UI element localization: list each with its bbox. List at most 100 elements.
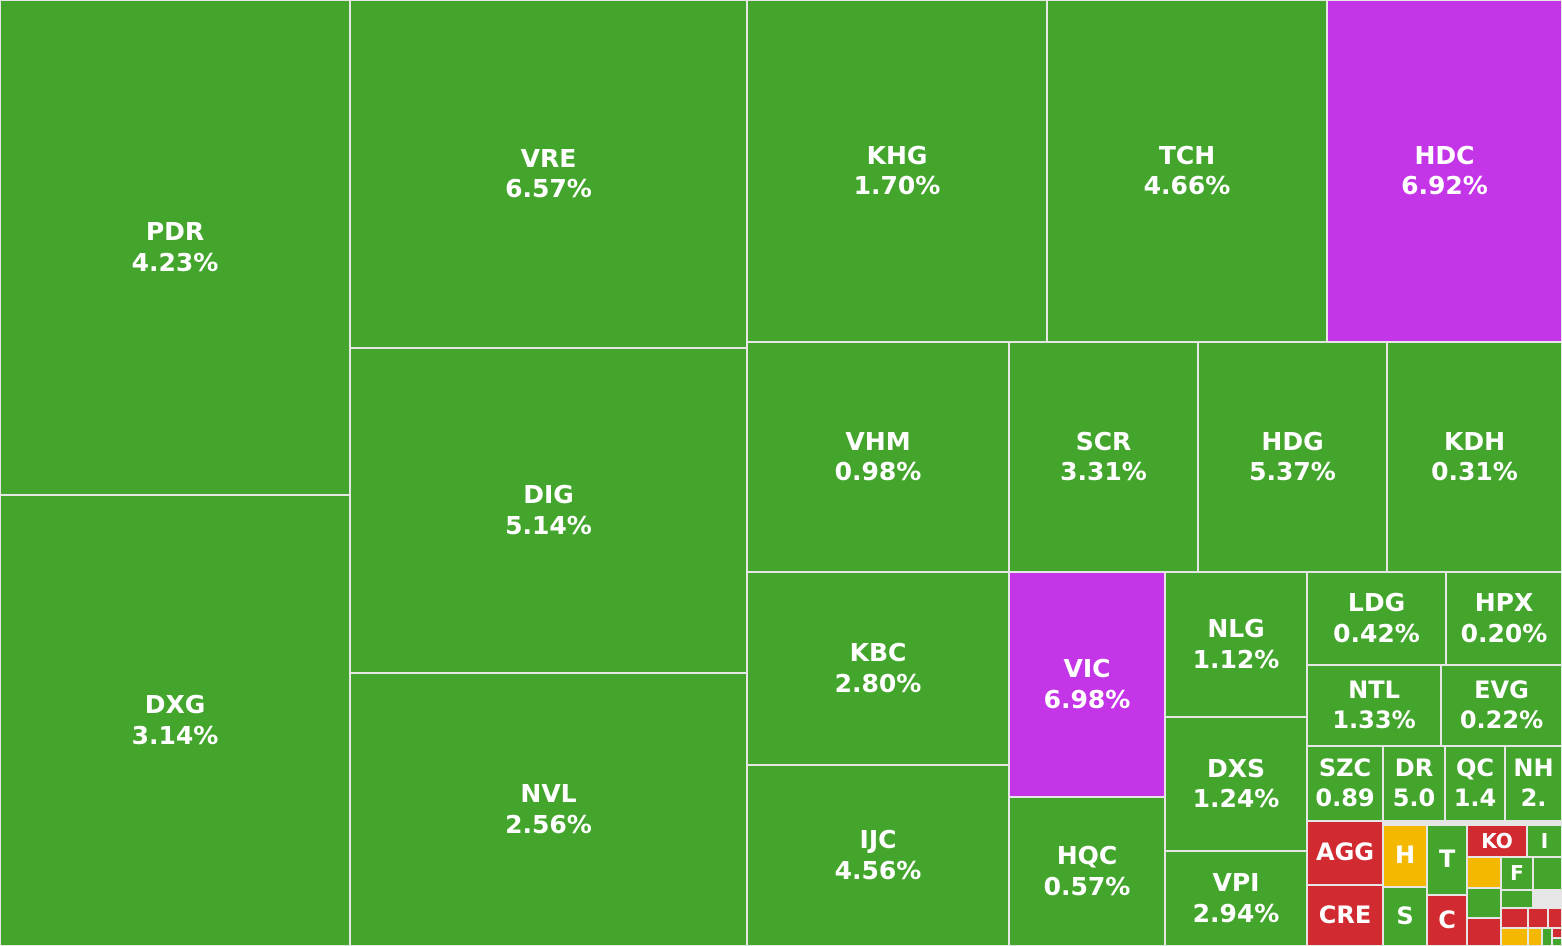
treemap-tile-ntl[interactable]: NTL 1.33% <box>1307 665 1441 746</box>
treemap-tile-tch[interactable]: TCH 4.66% <box>1047 0 1327 342</box>
tile-change: 4.66% <box>1143 171 1231 200</box>
treemap-tile[interactable] <box>1467 857 1501 888</box>
treemap-tile-hpx[interactable]: HPX 0.20% <box>1446 572 1562 665</box>
treemap-tile-nh[interactable]: NH 2. <box>1505 746 1562 821</box>
tile-symbol: NLG <box>1207 614 1265 643</box>
tile-change: 4.56% <box>834 855 922 885</box>
tile-change: 1.70% <box>853 171 941 200</box>
tile-change: 0.20% <box>1460 618 1548 648</box>
tile-symbol: KO <box>1481 828 1513 853</box>
tile-change: 6.98% <box>1043 684 1131 714</box>
treemap-tile-khg[interactable]: KHG 1.70% <box>747 0 1047 342</box>
tile-symbol: T <box>1438 845 1456 874</box>
tile-symbol: DR <box>1394 754 1434 783</box>
tile-symbol: VPI <box>1212 868 1260 897</box>
tile-change: 2. <box>1520 783 1547 812</box>
tile-change: 6.57% <box>505 174 592 203</box>
treemap-tile-nlg[interactable]: NLG 1.12% <box>1165 572 1307 717</box>
treemap-tile[interactable] <box>1501 890 1533 908</box>
treemap-tile-dxg[interactable]: DXG 3.14% <box>0 495 350 946</box>
tile-change: 0.89 <box>1315 783 1375 812</box>
treemap-tile-hqc[interactable]: HQC 0.57% <box>1009 797 1165 946</box>
tile-symbol: TCH <box>1158 140 1216 170</box>
tile-change: 0.42% <box>1333 618 1420 648</box>
treemap-tile[interactable] <box>1552 928 1562 938</box>
treemap-tile-scr[interactable]: SCR 3.31% <box>1009 342 1198 572</box>
treemap-tile-nvl[interactable]: NVL 2.56% <box>350 673 747 946</box>
treemap-tile-h[interactable]: H <box>1383 825 1427 887</box>
treemap-tile-dxs[interactable]: DXS 1.24% <box>1165 717 1307 851</box>
treemap-tile-dr[interactable]: DR 5.0 <box>1383 746 1445 821</box>
treemap-tile-agg[interactable]: AGG <box>1307 821 1383 885</box>
tile-symbol: EVG <box>1474 676 1529 705</box>
treemap-tile-hdc[interactable]: HDC 6.92% <box>1327 0 1562 342</box>
treemap-tile-ijc[interactable]: IJC 4.56% <box>747 765 1009 946</box>
tile-change: 2.94% <box>1192 898 1280 928</box>
treemap-tile-s[interactable]: S <box>1383 887 1427 946</box>
treemap-tile-t[interactable]: T <box>1427 825 1467 895</box>
treemap-tile-ldg[interactable]: LDG 0.42% <box>1307 572 1446 665</box>
treemap-tile-hdg[interactable]: HDG 5.37% <box>1198 342 1387 572</box>
tile-symbol: HDC <box>1414 140 1475 170</box>
tile-symbol: C <box>1438 905 1456 934</box>
treemap-tile-evg[interactable]: EVG 0.22% <box>1441 665 1562 746</box>
tile-change: 1.24% <box>1192 784 1280 813</box>
tile-change: 5.37% <box>1249 457 1336 486</box>
treemap-tile[interactable] <box>1548 908 1562 928</box>
treemap-tile[interactable] <box>1533 857 1562 890</box>
treemap-tile-qc[interactable]: QC 1.4 <box>1445 746 1505 821</box>
treemap-tile-f[interactable]: F <box>1501 857 1533 890</box>
treemap-tile-pdr[interactable]: PDR 4.23% <box>0 0 350 495</box>
treemap-tile-kbc[interactable]: KBC 2.80% <box>747 572 1009 765</box>
tile-symbol: HDG <box>1261 426 1324 456</box>
treemap-tile[interactable] <box>1467 918 1501 946</box>
tile-change: 3.31% <box>1060 457 1147 486</box>
tile-change: 0.98% <box>834 457 922 486</box>
tile-change: 4.23% <box>131 247 219 277</box>
tile-symbol: NVL <box>520 779 577 808</box>
tile-change: 6.92% <box>1401 171 1488 200</box>
treemap-tile-vic[interactable]: VIC 6.98% <box>1009 572 1165 797</box>
tile-symbol: S <box>1396 901 1414 930</box>
tile-symbol: DIG <box>523 480 574 509</box>
treemap-tile-vpi[interactable]: VPI 2.94% <box>1165 851 1307 946</box>
treemap-tile-ko[interactable]: KO <box>1467 825 1527 857</box>
tile-symbol: DXS <box>1206 753 1266 783</box>
tile-symbol: CRE <box>1318 900 1372 929</box>
treemap-tile-dig[interactable]: DIG 5.14% <box>350 348 747 673</box>
treemap-tile[interactable] <box>1552 938 1562 946</box>
tile-symbol: KDH <box>1443 426 1506 456</box>
tile-change: 1.4 <box>1453 783 1497 812</box>
treemap-tile-szc[interactable]: SZC 0.89 <box>1307 746 1383 821</box>
tile-symbol: LDG <box>1347 588 1406 617</box>
tile-symbol: VRE <box>520 143 577 173</box>
tile-symbol: QC <box>1455 754 1494 783</box>
tile-change: 5.0 <box>1392 783 1436 812</box>
treemap-tile[interactable] <box>1501 908 1528 928</box>
treemap-tile-c[interactable]: C <box>1427 895 1467 946</box>
tile-symbol: H <box>1394 841 1416 870</box>
treemap-tile[interactable] <box>1542 928 1552 946</box>
tile-change: 0.22% <box>1459 705 1544 734</box>
tile-symbol: F <box>1510 861 1524 886</box>
tile-symbol: I <box>1540 828 1549 853</box>
tile-symbol: HPX <box>1474 588 1534 617</box>
tile-change: 2.80% <box>834 668 922 698</box>
treemap-tile-i[interactable]: I <box>1527 825 1562 857</box>
treemap-tile-kdh[interactable]: KDH 0.31% <box>1387 342 1562 572</box>
tile-symbol: AGG <box>1316 838 1374 867</box>
treemap-tile[interactable] <box>1501 928 1528 946</box>
treemap-tile[interactable] <box>1467 888 1501 918</box>
tile-change: 2.56% <box>505 809 592 839</box>
tile-change: 0.31% <box>1431 457 1518 486</box>
tile-change: 1.12% <box>1192 644 1280 674</box>
tile-symbol: VIC <box>1063 654 1111 683</box>
treemap-tile[interactable] <box>1528 908 1548 928</box>
treemap-tile-vre[interactable]: VRE 6.57% <box>350 0 747 348</box>
treemap-tile-cre[interactable]: CRE <box>1307 885 1383 946</box>
treemap-tile-vhm[interactable]: VHM 0.98% <box>747 342 1009 572</box>
tile-symbol: KHG <box>866 140 928 170</box>
tile-symbol: NH <box>1513 754 1554 783</box>
treemap-tile[interactable] <box>1528 928 1542 946</box>
